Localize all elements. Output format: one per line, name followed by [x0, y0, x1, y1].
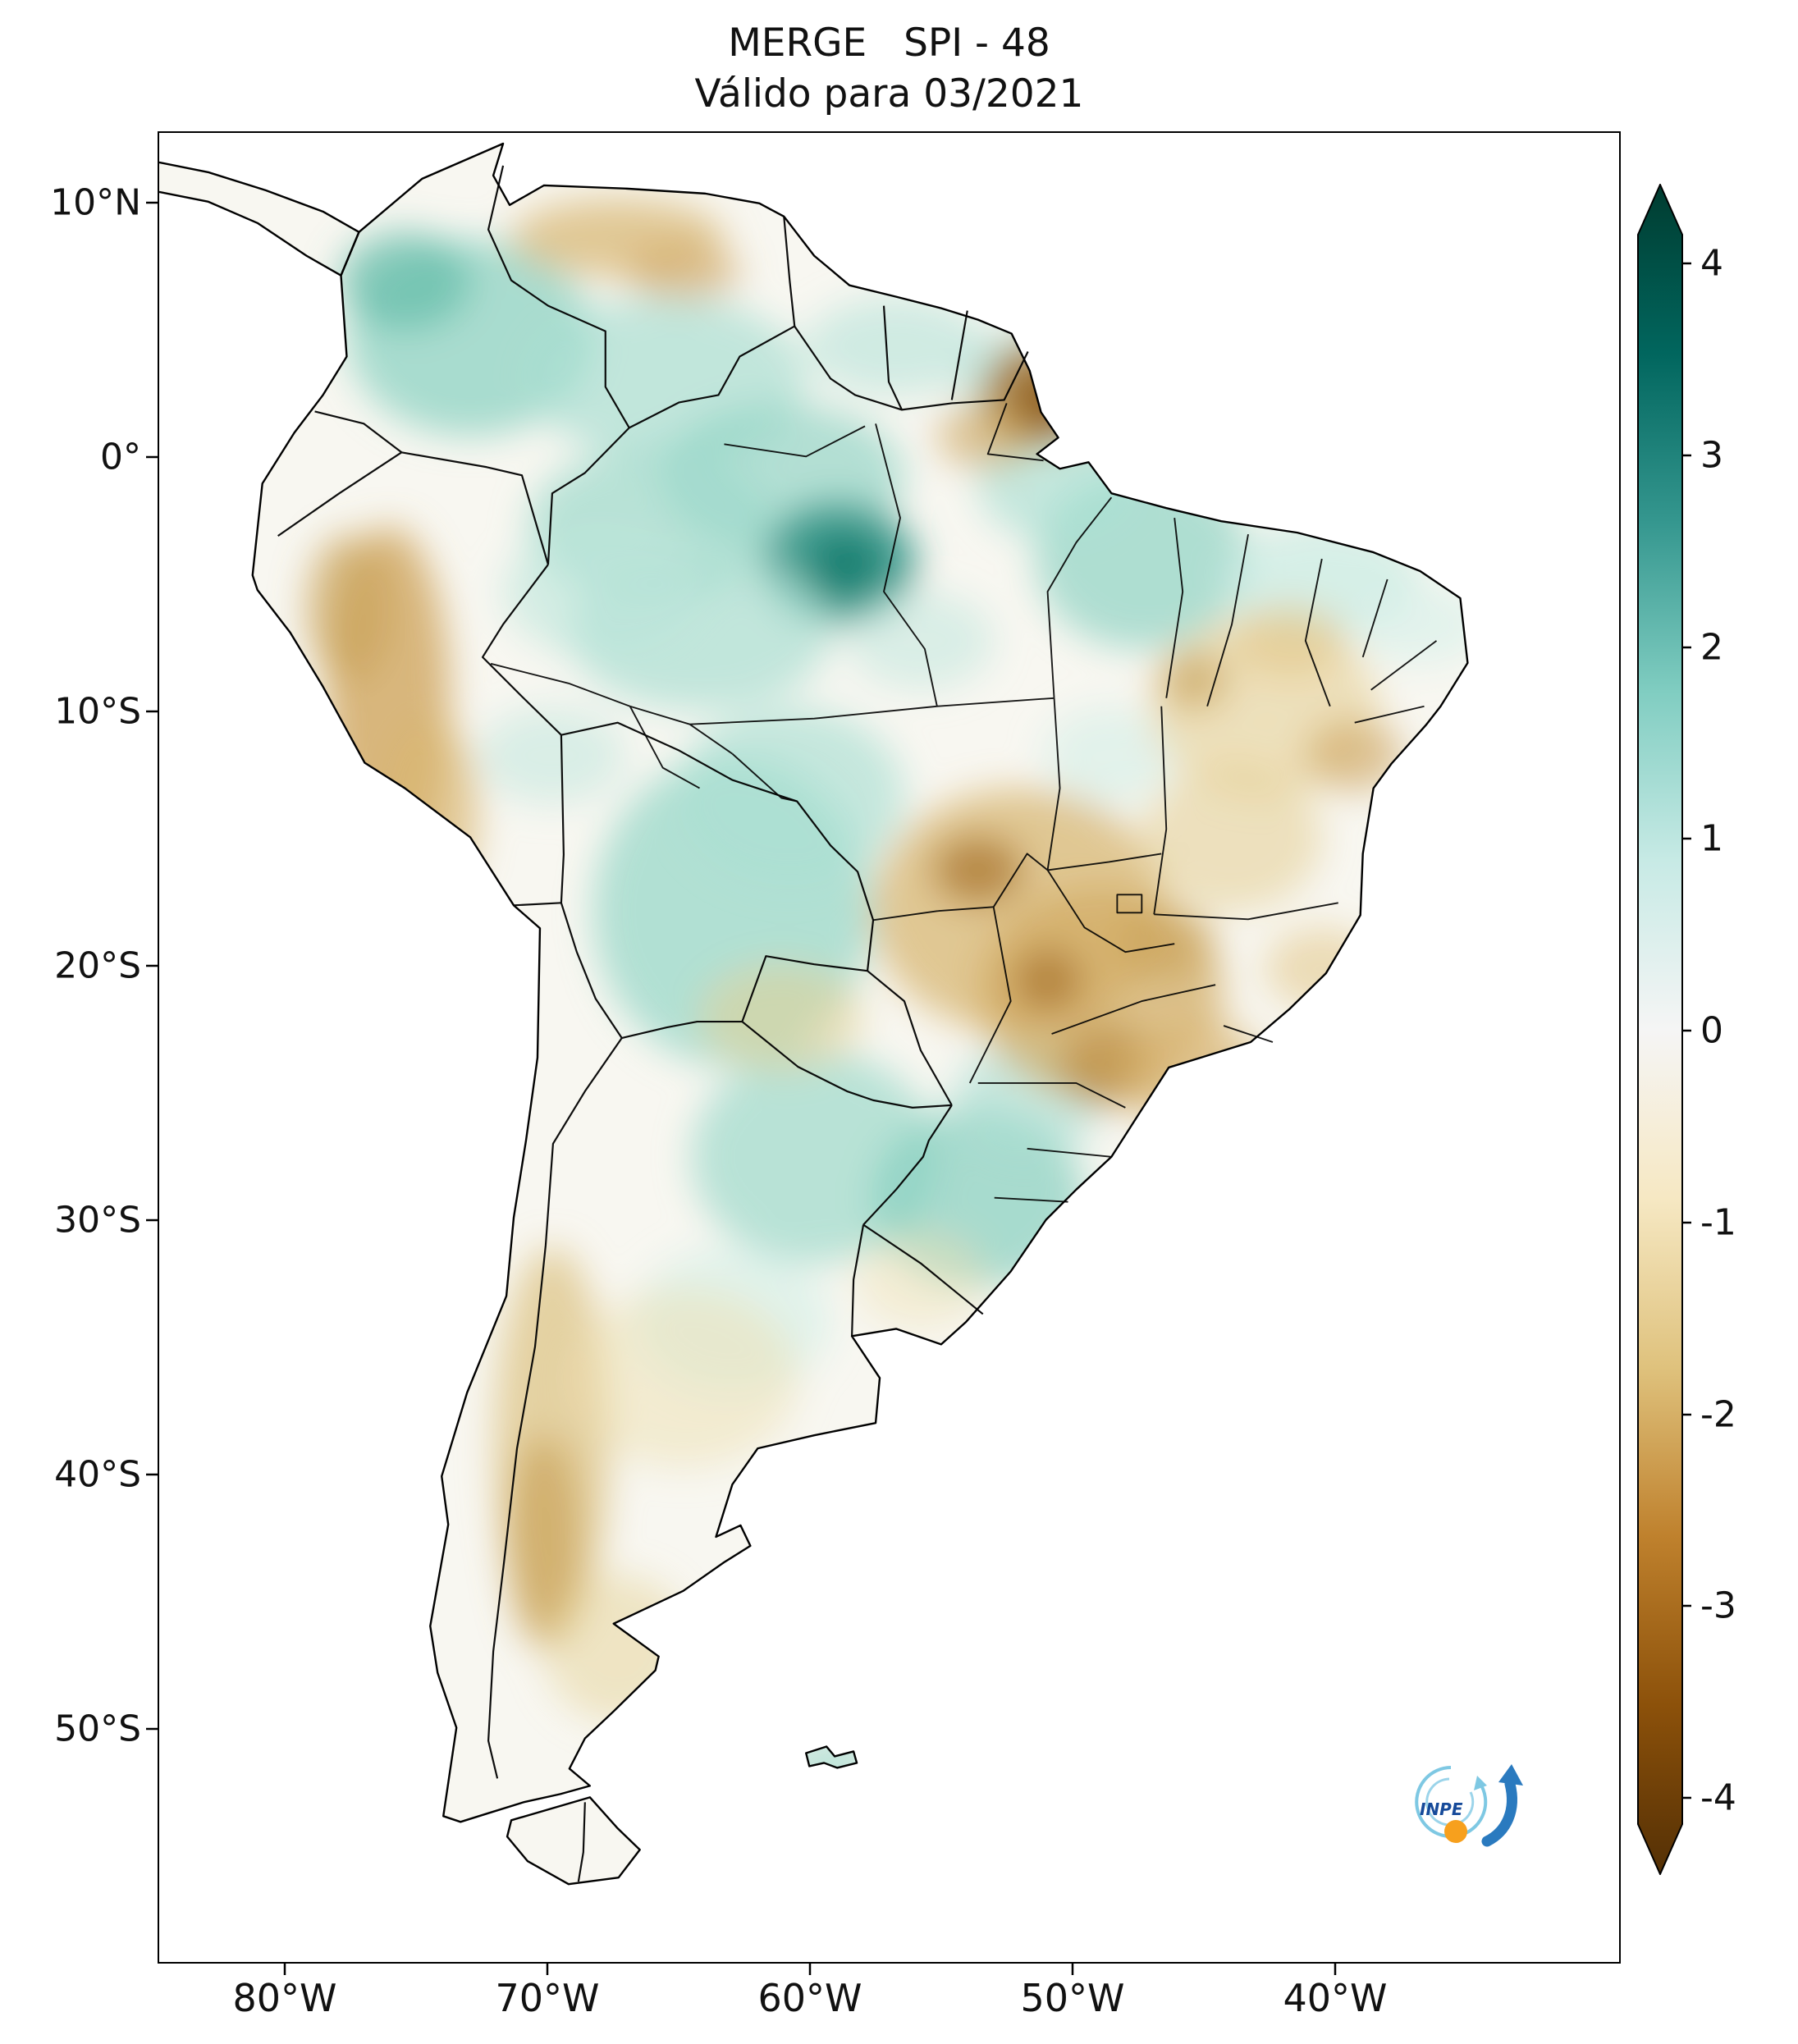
country-borders [277, 165, 1029, 1882]
y-tick-label: 30°S [54, 1199, 141, 1241]
colorbar-tick-label: 2 [1700, 626, 1723, 669]
islands-coastline [805, 1745, 858, 1769]
inpe-logo-arrow [1498, 1764, 1523, 1786]
colorbar-tick-label: -2 [1700, 1393, 1736, 1436]
colorbar-tick-label: 1 [1700, 817, 1723, 860]
x-tick-label: 40°W [1283, 1976, 1388, 2020]
colorbar-tick-label: -3 [1700, 1584, 1736, 1627]
figure-subtitle: Válido para 03/2021 [694, 71, 1084, 117]
colorbar-tick-label: 0 [1700, 1009, 1723, 1052]
y-tick-label: 10°S [54, 690, 141, 733]
x-tick-label: 60°W [757, 1976, 862, 2020]
map-plot-area [158, 131, 1621, 1964]
coastline [159, 142, 1469, 1886]
colorbar-tick-label: 4 [1700, 242, 1723, 285]
colorbar [1637, 182, 1683, 1877]
south-america-coastline [251, 142, 1469, 1823]
inpe-logo-swirl-icon [1415, 1764, 1523, 1847]
central-america-coastline [159, 161, 360, 277]
x-tick-label: 70°W [495, 1976, 600, 2020]
inpe-logo-text: INPE [1420, 1799, 1463, 1819]
tierra-del-fuego-coastline [506, 1796, 641, 1886]
x-tick-label: 80°W [232, 1976, 337, 2020]
inpe-logo-orange-dot [1444, 1820, 1467, 1843]
spi-anomaly-field [159, 143, 1468, 1885]
colorbar-gradient [1637, 182, 1683, 1877]
y-tick-label: 20°S [54, 944, 141, 987]
y-tick-label: 0° [100, 436, 141, 478]
state-borders [490, 403, 1438, 1203]
x-tick-label: 50°W [1020, 1976, 1125, 2020]
y-tick-label: 50°S [54, 1708, 141, 1750]
y-tick-label: 40°S [54, 1453, 141, 1496]
south-america-map [159, 142, 1469, 1886]
colorbar-tick-label: 3 [1700, 434, 1723, 477]
colorbar-tick-label: -1 [1700, 1201, 1736, 1244]
y-tick-label: 10°N [50, 181, 141, 224]
figure-title: MERGE SPI - 48 [728, 21, 1050, 66]
colorbar-tick-label: -4 [1700, 1776, 1736, 1819]
inpe-logo: INPE [1402, 1756, 1533, 1863]
